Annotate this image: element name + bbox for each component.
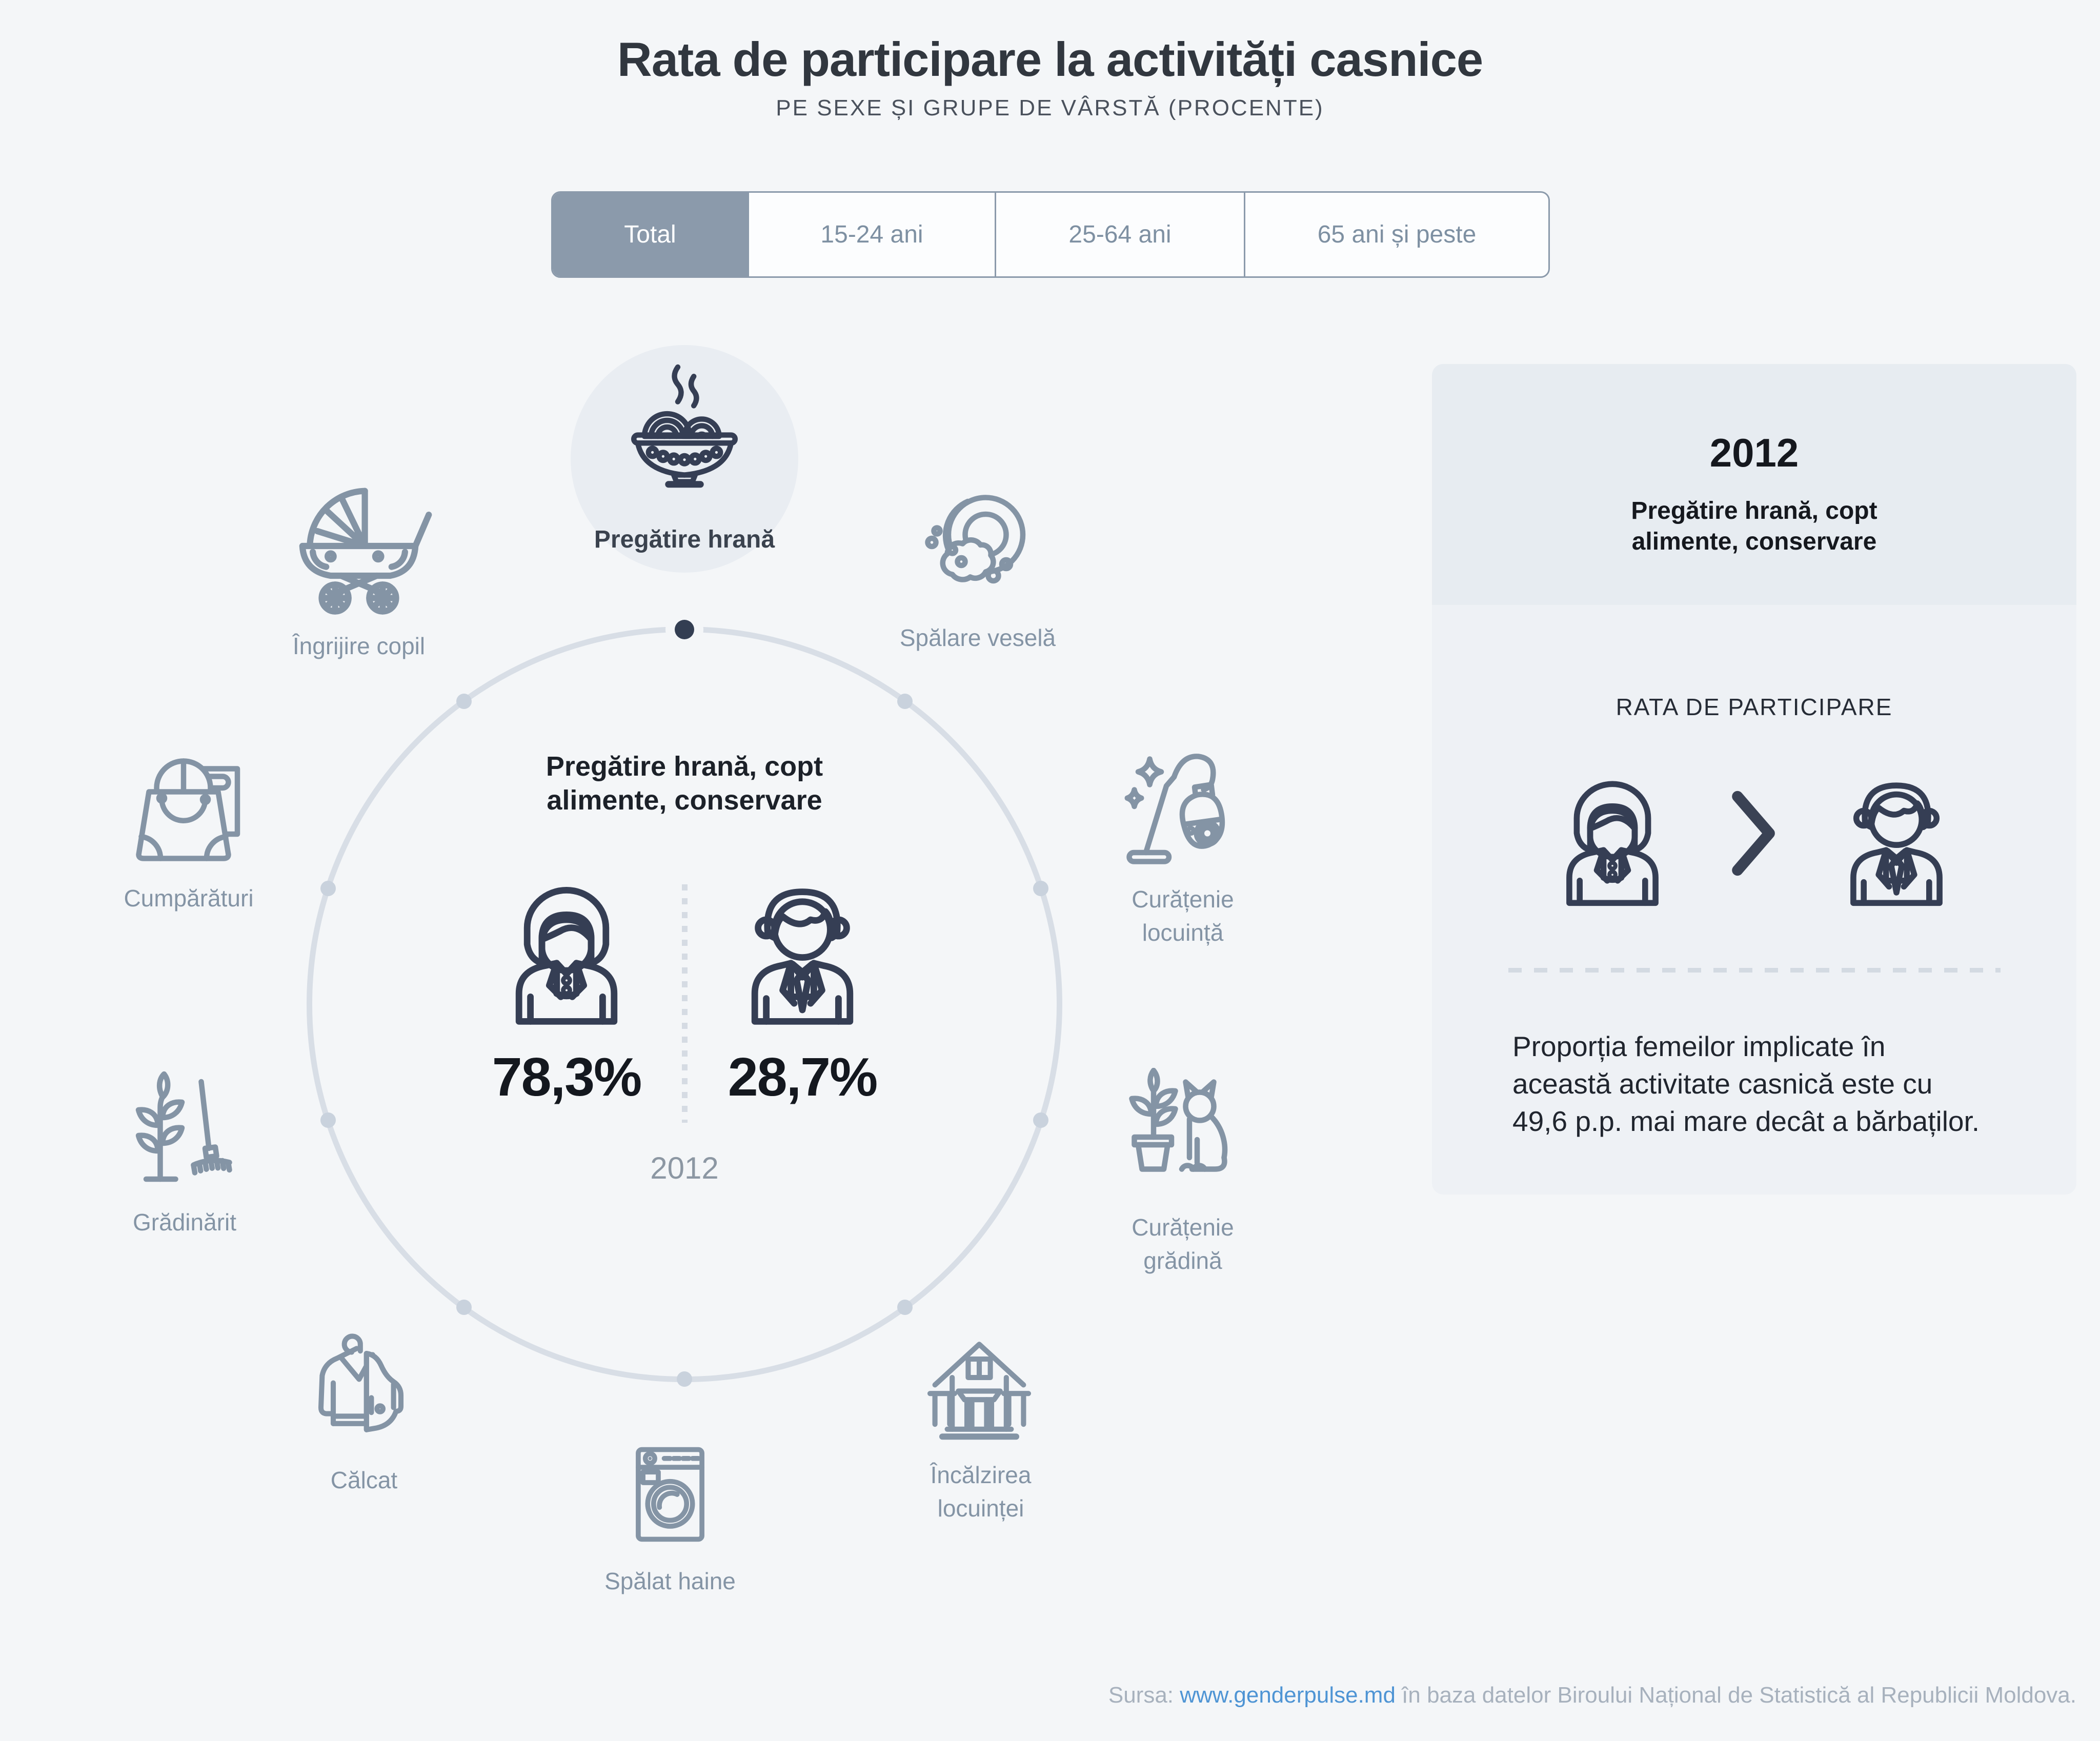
panel-description: Proporția femeilor implicate în această … (1512, 1030, 1980, 1137)
label-gardening: Grădinărit (56, 1206, 313, 1239)
wheel-dot (897, 694, 913, 709)
comparison-figures (1432, 759, 2076, 907)
label-line: locuinței (937, 1495, 1024, 1522)
washing-machine-icon[interactable] (611, 1435, 729, 1553)
dish-washing-icon[interactable] (913, 483, 1041, 612)
detail-panel-header: 2012 Pregătire hrană, copt alimente, con… (1432, 364, 2076, 605)
page-title: Rata de participare la activități casnic… (617, 32, 1483, 86)
label-line: Curățenie (1132, 1214, 1234, 1241)
garden-cleaning-icon[interactable] (1118, 1068, 1246, 1196)
wheel-dot (456, 1300, 472, 1315)
greater-than-icon (1731, 791, 1775, 876)
female-percentage: 78,3% (492, 1047, 642, 1107)
tab-25-64[interactable]: 25-64 ani (995, 193, 1244, 276)
center-divider (682, 884, 688, 1123)
page-subtitle: PE SEXE ȘI GRUPE DE VÂRSTĂ (PROCENTE) (776, 95, 1324, 120)
participation-rate-title: RATA DE PARTICIPARE (1616, 694, 1893, 720)
wheel-dot-active (675, 620, 694, 639)
man-icon (751, 888, 854, 1025)
wheel-dot (320, 1112, 336, 1128)
source-link[interactable]: www.genderpulse.md (1180, 1683, 1396, 1708)
label-line: Spălare veselă (899, 624, 1056, 651)
noodle-bowl-icon (631, 364, 738, 488)
label-house-cleaning: Curățenie locuință (1055, 883, 1311, 950)
activity-heading-line2: alimente, conservare (547, 785, 822, 816)
panel-activity: Pregătire hrană, copt alimente, conserva… (1432, 496, 2076, 557)
label-line: grădină (1143, 1247, 1222, 1274)
label-ironing: Călcat (236, 1464, 492, 1497)
wheel-dot (677, 1371, 692, 1387)
source-suffix: în baza datelor Biroului Național de Sta… (1402, 1683, 2076, 1708)
detail-panel: 2012 Pregătire hrană, copt alimente, con… (1432, 364, 2076, 1195)
wheel-dot (1033, 881, 1048, 896)
activity-heading: Pregătire hrană, copt alimente, conserva… (454, 750, 915, 817)
wheel-dot (897, 1300, 913, 1315)
label-child-care: Îngrijire copil (231, 630, 487, 663)
house-heating-icon[interactable] (918, 1328, 1041, 1451)
ironing-icon[interactable] (302, 1329, 426, 1452)
tab-total[interactable]: Total (553, 193, 748, 276)
tab-15-24[interactable]: 15-24 ani (748, 193, 995, 276)
wheel-dot (456, 694, 472, 709)
age-group-tabs: Total 15-24 ani 25-64 ani 65 ani și pest… (551, 191, 1550, 278)
baby-carriage-icon[interactable] (285, 472, 433, 620)
label-house-heating: Încălzirea locuinței (853, 1459, 1109, 1526)
label-line: Îngrijire copil (292, 633, 426, 659)
tab-65-plus[interactable]: 65 ani și peste (1244, 193, 1548, 276)
woman-icon (515, 887, 618, 1025)
panel-year: 2012 (1709, 430, 1799, 475)
label-laundry: Spălat haine (542, 1565, 798, 1598)
label-garden-cleaning: Curățenie grădină (1055, 1211, 1311, 1278)
wheel-center: Pregătire hrană, copt alimente, conserva… (454, 750, 915, 1186)
source-prefix: Sursa: (1108, 1683, 1174, 1708)
woman-icon (1566, 781, 1659, 906)
label-shopping: Cumpărături (60, 882, 317, 915)
label-line: Cumpărături (124, 885, 254, 912)
active-activity-label: Pregătire hrană (594, 526, 775, 553)
male-stat: 28,7% (718, 862, 887, 1108)
label-line: Încălzirea (930, 1462, 1032, 1488)
shopping-bag-icon[interactable] (125, 744, 253, 873)
man-icon (1850, 782, 1943, 906)
gardening-icon[interactable] (120, 1069, 249, 1197)
wheel-dot (320, 881, 336, 896)
source-line: Sursa: www.genderpulse.md în baza datelo… (1108, 1683, 2076, 1708)
activity-heading-line1: Pregătire hrană, copt (546, 751, 823, 782)
wheel-dot (1033, 1112, 1048, 1128)
year-label: 2012 (650, 1151, 719, 1185)
female-stat: 78,3% (482, 862, 651, 1108)
active-activity-food-preparation[interactable]: Pregătire hrană (571, 345, 798, 573)
label-line: Călcat (330, 1467, 398, 1493)
panel-activity-line1: Pregătire hrană, copt (1631, 497, 1877, 524)
male-percentage: 28,7% (728, 1047, 878, 1107)
label-line: Curățenie (1132, 886, 1234, 913)
panel-activity-line2: alimente, conservare (1631, 528, 1877, 555)
panel-divider (1508, 968, 2001, 973)
label-line: Grădinărit (133, 1209, 236, 1236)
vacuum-cleaner-icon[interactable] (1118, 745, 1246, 873)
label-dish-washing: Spălare veselă (850, 621, 1106, 655)
label-line: locuință (1142, 919, 1224, 946)
label-line: Spălat haine (604, 1568, 736, 1594)
